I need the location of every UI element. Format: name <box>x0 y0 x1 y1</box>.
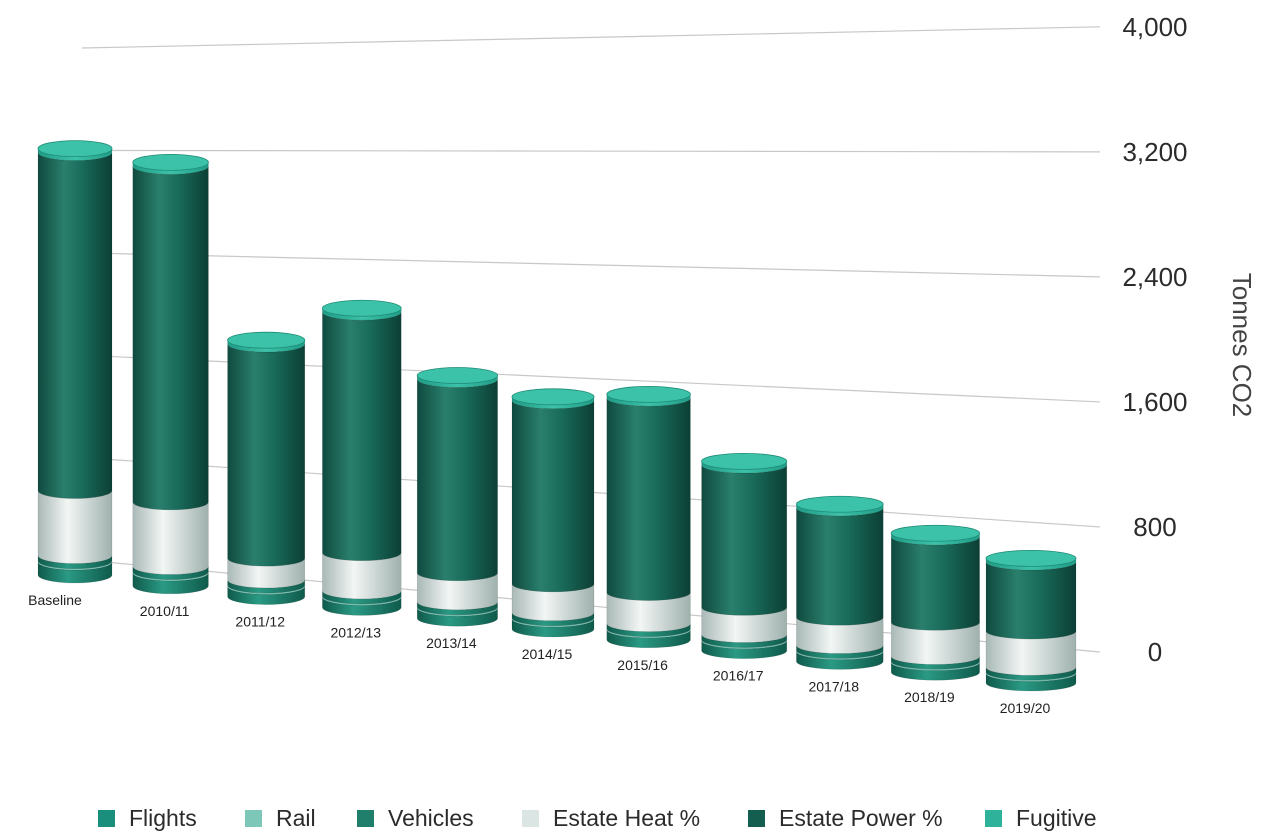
legend-item: Rail <box>245 805 316 832</box>
bar-top-cap <box>321 299 402 317</box>
segment-vehicles <box>227 579 306 594</box>
bar-top-cap <box>227 331 306 349</box>
x-tick-label: 2016/17 <box>713 668 764 684</box>
bar-2014-15 <box>511 388 595 638</box>
segment-estate-power <box>796 507 884 626</box>
bar-2017-18 <box>795 495 884 670</box>
y-tick-label: 2,400 <box>1122 262 1187 292</box>
segment-estate-power <box>416 379 498 581</box>
legend-swatch <box>522 810 539 827</box>
segment-estate-power <box>511 400 595 593</box>
bar-baseline <box>37 140 113 584</box>
x-tick-label: 2018/19 <box>904 689 955 705</box>
legend-item: Vehicles <box>357 805 474 832</box>
legend-swatch <box>98 810 115 827</box>
bar-2016-17 <box>701 452 788 659</box>
y-tick-label: 3,200 <box>1122 137 1187 167</box>
segment-estate-heat <box>227 558 306 589</box>
bar-top-cap <box>890 524 981 542</box>
x-tick-label: 2015/16 <box>617 657 668 673</box>
y-tick-label: 1,600 <box>1122 387 1187 417</box>
segment-estate-power <box>322 311 402 561</box>
bar-2018-19 <box>890 524 981 681</box>
segment-estate-power <box>701 464 788 616</box>
bar-top-cap <box>37 140 113 158</box>
bar-top-cap <box>701 452 788 470</box>
x-tick-label: 2010/11 <box>140 603 190 619</box>
legend-swatch <box>245 810 262 827</box>
legend-label: Vehicles <box>388 805 474 831</box>
bar-2011-12 <box>227 331 306 605</box>
segment-estate-power <box>890 536 980 631</box>
legend-label: Rail <box>276 805 316 831</box>
segment-flights <box>227 586 306 605</box>
legend: Flights Rail Vehicles Estate Heat % Estate P… <box>0 805 1263 839</box>
segment-estate-power <box>132 166 209 511</box>
bar-2013-14 <box>416 367 498 627</box>
segment-estate-heat <box>37 490 113 564</box>
y-tick-label: 800 <box>1133 512 1176 542</box>
legend-swatch <box>985 810 1002 827</box>
bar-top-cap <box>416 367 498 384</box>
x-tick-label: 2013/14 <box>426 635 477 651</box>
x-tick-label: Baseline <box>28 592 82 608</box>
bar-2012-13 <box>321 299 402 616</box>
legend-swatch <box>748 810 765 827</box>
y-tick-label: 0 <box>1148 637 1162 667</box>
bar-top-cap <box>606 385 691 403</box>
gridline <box>81 252 1101 278</box>
legend-item: Flights <box>98 805 197 832</box>
segment-estate-power <box>227 343 306 567</box>
legend-label: Estate Power % <box>779 805 943 831</box>
x-tick-label: 2017/18 <box>808 678 859 694</box>
bar-top-cap <box>985 549 1077 567</box>
bar-top-cap <box>132 153 209 171</box>
segment-rail <box>227 584 306 595</box>
gridline <box>81 149 1101 153</box>
legend-label: Flights <box>129 805 197 831</box>
x-tick-label: 2014/15 <box>522 646 573 662</box>
legend-label: Estate Heat % <box>553 805 701 831</box>
y-tick-label: 4,000 <box>1122 12 1187 42</box>
segment-estate-power <box>606 398 691 601</box>
legend-item: Fugitive <box>985 805 1097 832</box>
legend-item: Estate Heat % <box>522 805 700 832</box>
bar-top-cap <box>795 495 884 513</box>
bar-2019-20 <box>985 549 1077 692</box>
x-tick-label: 2019/20 <box>1000 700 1051 716</box>
x-tick-label: 2012/13 <box>330 624 381 640</box>
legend-swatch <box>357 810 374 827</box>
legend-label: Fugitive <box>1016 805 1097 831</box>
bar-2015-16 <box>606 385 691 649</box>
x-tick-label: 2011/12 <box>235 614 285 630</box>
segment-estate-power <box>985 561 1077 640</box>
y-axis-label: Tonnes CO2 <box>1227 273 1257 418</box>
segment-rail <box>416 606 498 617</box>
bar-2010-11 <box>132 153 209 595</box>
bar-top-cap <box>511 388 595 406</box>
segment-estate-power <box>37 152 113 499</box>
legend-item: Estate Power % <box>748 805 943 832</box>
gridline <box>81 26 1101 49</box>
segment-estate-heat <box>132 501 209 575</box>
